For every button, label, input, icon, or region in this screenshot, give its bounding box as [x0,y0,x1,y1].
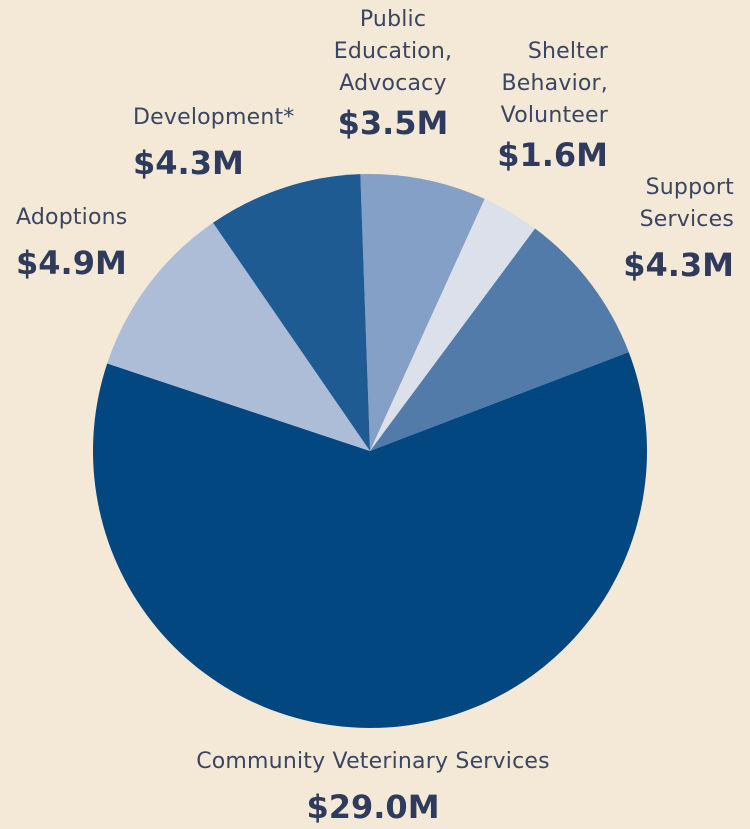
value-community-veterinary: $29.0M [306,788,440,826]
value-development: $4.3M [133,144,244,182]
label-public-education: Public Education, Advocacy $3.5M [318,4,468,142]
label-community-veterinary-line1: Community Veterinary Services [196,749,550,774]
label-development-line1: Development* [133,105,295,130]
label-adoptions-line1: Adoptions [16,205,128,230]
pie-slice-public-education-advocacy [360,174,485,451]
label-support-services: Support Services $4.3M [560,172,734,284]
value-shelter-behavior: $1.6M [497,136,608,174]
label-support-services-line1: Support [645,175,734,200]
label-public-education-line3: Advocacy [339,71,447,96]
value-adoptions: $4.9M [16,244,127,282]
pie-slice-adoptions [107,222,370,451]
pie-slice-community-veterinary-services [92,352,647,728]
label-adoptions: Adoptions $4.9M [16,202,216,282]
label-shelter-behavior-line3: Volunteer [500,103,608,128]
value-support-services: $4.3M [623,246,734,284]
label-development: Development* $4.3M [133,102,333,182]
label-shelter-behavior-line2: Behavior, [501,71,608,96]
label-public-education-line1: Public [359,7,427,32]
value-public-education: $3.5M [337,104,449,142]
label-support-services-line2: Services [639,207,734,232]
pie-slice-shelter-behavior-volunteer [370,198,536,451]
pie-slice-support-services [370,228,629,451]
pie-slice-development [213,174,370,452]
label-shelter-behavior-line1: Shelter [527,39,608,64]
label-public-education-line2: Education, [333,39,453,64]
label-community-veterinary: Community Veterinary Services $29.0M [140,746,606,826]
label-shelter-behavior: Shelter Behavior, Volunteer $1.6M [456,36,608,174]
